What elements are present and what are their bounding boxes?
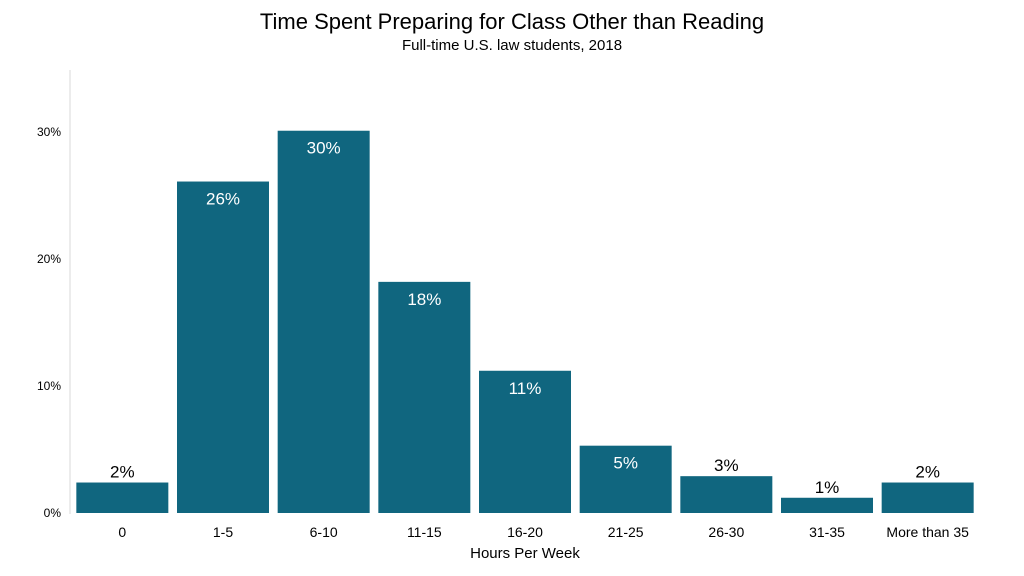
x-axis-title: Hours Per Week <box>470 545 580 562</box>
x-tick-label: 0 <box>118 524 126 540</box>
y-tick-label: 30% <box>37 125 61 139</box>
bar <box>177 181 269 513</box>
data-label: 26% <box>206 190 240 209</box>
bar <box>76 482 169 513</box>
x-tick-label: 21-25 <box>608 524 644 540</box>
x-tick-label: 1-5 <box>213 524 233 540</box>
x-axis-tick-labels: 0 1-5 6-10 11-15 16-20 21-25 26-30 31-35 More th… <box>118 524 969 540</box>
bars <box>76 130 974 514</box>
x-tick-label: 31-35 <box>809 524 845 540</box>
data-label: 3% <box>714 456 739 475</box>
y-tick-label: 0% <box>44 506 62 520</box>
bar <box>378 281 471 513</box>
x-tick-label: 6-10 <box>310 524 338 540</box>
data-label: 2% <box>110 463 135 482</box>
bar <box>277 130 370 514</box>
bar <box>579 445 672 513</box>
data-label: 30% <box>307 139 341 158</box>
data-labels: 2% 26% 30% 18% 11% 5% 3% 1% 2% <box>110 139 940 497</box>
x-tick-label: More than 35 <box>886 524 969 540</box>
bar <box>680 476 773 513</box>
x-tick-label: 11-15 <box>407 524 442 540</box>
x-tick-label: 26-30 <box>708 524 744 540</box>
data-label: 1% <box>815 478 840 497</box>
x-tick-label: 16-20 <box>507 524 543 540</box>
data-label: 11% <box>509 379 542 398</box>
bar <box>881 482 974 513</box>
bar <box>781 497 873 513</box>
data-label: 2% <box>915 463 940 482</box>
chart-title: Time Spent Preparing for Class Other tha… <box>259 9 765 34</box>
y-tick-label: 10% <box>37 379 61 393</box>
chart-subtitle: Full-time U.S. law students, 2018 <box>401 37 623 54</box>
data-label: 18% <box>407 290 441 309</box>
data-label: 5% <box>613 454 638 473</box>
y-tick-label: 20% <box>37 252 61 266</box>
bar <box>479 370 571 513</box>
y-axis-ticks: 0% 10% 20% 30% <box>37 125 61 520</box>
